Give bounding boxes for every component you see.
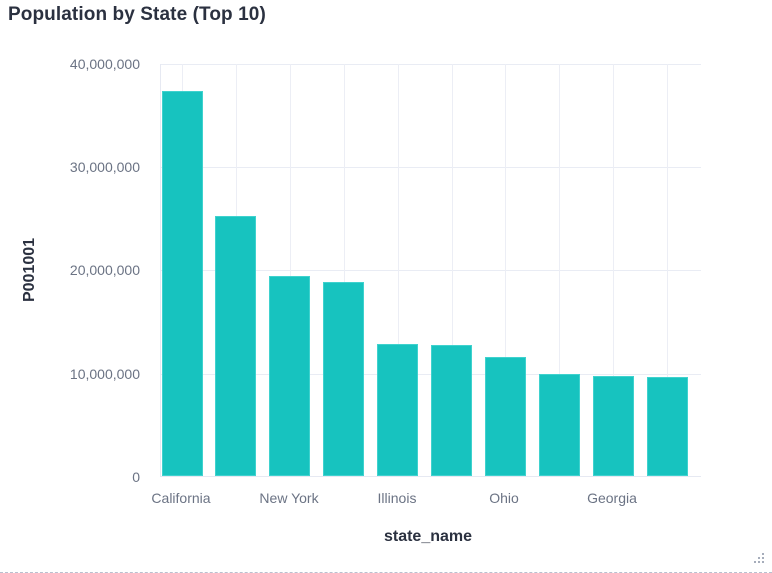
y-tick-label: 30,000,000 [69, 159, 140, 175]
bar-michigan[interactable] [539, 374, 580, 476]
x-axis-title: state_name [383, 528, 473, 545]
y-axis-title: P001001 [21, 237, 38, 303]
bar-texas[interactable] [215, 216, 256, 476]
gridline [290, 64, 291, 476]
x-tick-label: Ohio [489, 490, 519, 506]
chart-title: Population by State (Top 10) [8, 4, 266, 25]
x-tick-label: Illinois [377, 490, 417, 506]
gridline [344, 64, 345, 476]
plot-area [160, 64, 701, 477]
gridline [161, 64, 701, 65]
y-tick-label: 0 [132, 469, 140, 485]
gridline [398, 64, 399, 476]
resize-handle-icon[interactable] [754, 553, 764, 563]
gridline [613, 64, 614, 476]
bar-ohio[interactable] [485, 357, 526, 476]
gridline [161, 167, 701, 168]
gridline [452, 64, 453, 476]
bar-new-york[interactable] [269, 276, 310, 476]
x-tick-label: California [151, 490, 211, 506]
bar-california[interactable] [162, 91, 203, 476]
y-tick-label: 10,000,000 [69, 366, 140, 382]
bar-pennsylvania[interactable] [431, 345, 472, 476]
bar-north-carolina[interactable] [647, 377, 688, 476]
x-tick-label: Georgia [587, 490, 637, 506]
y-tick-label: 20,000,000 [69, 262, 140, 278]
gridline [161, 270, 701, 271]
gridline [559, 64, 560, 476]
bar-illinois[interactable] [377, 344, 418, 476]
x-tick-label: New York [259, 490, 319, 506]
gridline [505, 64, 506, 476]
bar-georgia[interactable] [593, 376, 634, 476]
gridline [667, 64, 668, 476]
y-tick-label: 40,000,000 [69, 56, 140, 72]
bar-florida[interactable] [323, 282, 364, 476]
